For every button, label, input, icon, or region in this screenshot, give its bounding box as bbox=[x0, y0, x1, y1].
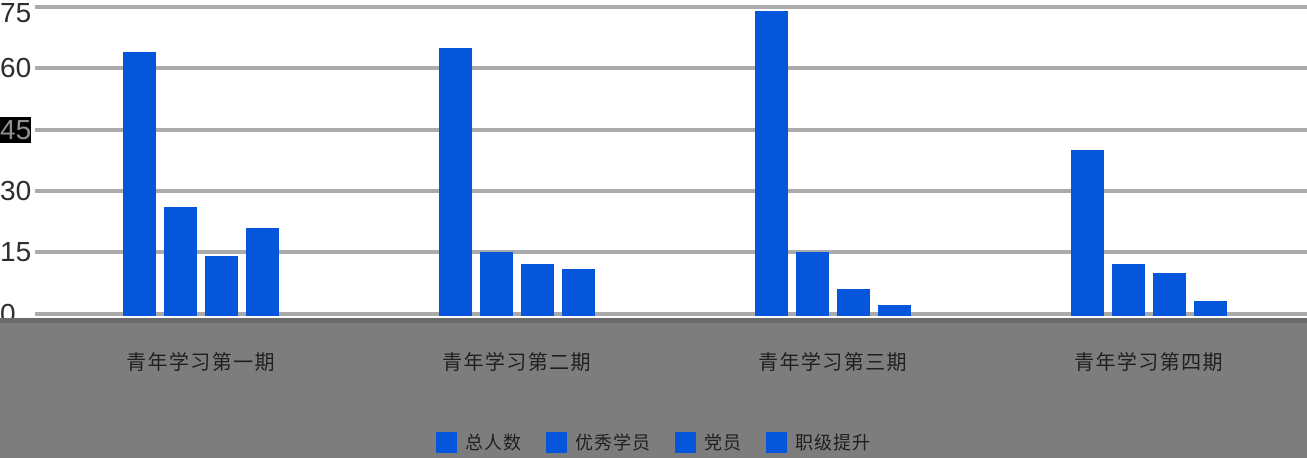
bar-职级提升[interactable] bbox=[878, 305, 911, 316]
plot-area: 75 60 45 30 15 0 bbox=[0, 0, 1307, 328]
gridline bbox=[35, 250, 1307, 254]
bar-党员[interactable] bbox=[837, 289, 870, 316]
legend-label: 党员 bbox=[704, 433, 742, 453]
legend-item-职级提升[interactable]: 职级提升 bbox=[766, 429, 871, 455]
bar-职级提升[interactable] bbox=[1194, 301, 1227, 316]
bar-总人数[interactable] bbox=[439, 48, 472, 316]
bar-总人数[interactable] bbox=[755, 11, 788, 316]
y-axis-tick-label: 60 bbox=[0, 52, 32, 83]
gridline bbox=[35, 5, 1307, 9]
gridline bbox=[35, 189, 1307, 193]
y-axis-tick-label: 15 bbox=[0, 236, 32, 267]
x-axis-label-cell: 青年学习第一期 bbox=[43, 346, 359, 375]
legend-swatch-icon bbox=[546, 431, 567, 453]
bar-group bbox=[675, 0, 991, 316]
legend-label: 总人数 bbox=[465, 433, 522, 453]
legend-item-党员[interactable]: 党员 bbox=[675, 429, 742, 455]
bar-group bbox=[359, 0, 675, 316]
y-axis-tick-label: 75 bbox=[0, 0, 32, 28]
legend-item-总人数[interactable]: 总人数 bbox=[436, 429, 522, 455]
bar-优秀学员[interactable] bbox=[480, 252, 513, 316]
y-axis-tick-label: 30 bbox=[0, 175, 32, 206]
bar-党员[interactable] bbox=[521, 264, 554, 316]
legend-swatch-icon bbox=[766, 431, 787, 453]
legend-label: 职级提升 bbox=[795, 433, 871, 453]
x-axis-label: 青年学习第二期 bbox=[442, 352, 592, 374]
gridline bbox=[35, 312, 1307, 316]
bar-党员[interactable] bbox=[205, 256, 238, 316]
gridline bbox=[35, 128, 1307, 132]
x-axis-label-cell: 青年学习第四期 bbox=[991, 346, 1307, 375]
bar-优秀学员[interactable] bbox=[164, 207, 197, 316]
bar-优秀学员[interactable] bbox=[1112, 264, 1145, 316]
x-axis-labels: 青年学习第一期 青年学习第二期 青年学习第三期 青年学习第四期 bbox=[43, 346, 1307, 375]
x-axis-label-cell: 青年学习第三期 bbox=[675, 346, 991, 375]
bar-职级提升[interactable] bbox=[562, 269, 595, 316]
legend-label: 优秀学员 bbox=[575, 433, 651, 453]
bar-党员[interactable] bbox=[1153, 273, 1186, 316]
legend-swatch-icon bbox=[436, 431, 457, 453]
bar-职级提升[interactable] bbox=[246, 228, 279, 316]
x-axis-label: 青年学习第一期 bbox=[126, 352, 276, 374]
x-axis-band: 青年学习第一期 青年学习第二期 青年学习第三期 青年学习第四期 总人数 优秀学员 党员 职级… bbox=[0, 318, 1307, 458]
legend: 总人数 优秀学员 党员 职级提升 bbox=[0, 429, 1307, 455]
legend-swatch-icon bbox=[675, 431, 696, 453]
bars-layer bbox=[43, 0, 1307, 316]
bar-group bbox=[991, 0, 1307, 316]
bar-总人数[interactable] bbox=[123, 52, 156, 316]
x-axis-label: 青年学习第四期 bbox=[1074, 352, 1224, 374]
bar-优秀学员[interactable] bbox=[796, 252, 829, 316]
y-axis-tick-label: 45 bbox=[0, 114, 32, 145]
bar-总人数[interactable] bbox=[1071, 150, 1104, 316]
legend-item-优秀学员[interactable]: 优秀学员 bbox=[546, 429, 651, 455]
bar-group bbox=[43, 0, 359, 316]
x-axis-label-cell: 青年学习第二期 bbox=[359, 346, 675, 375]
x-axis-label: 青年学习第三期 bbox=[758, 352, 908, 374]
gridline bbox=[35, 66, 1307, 70]
